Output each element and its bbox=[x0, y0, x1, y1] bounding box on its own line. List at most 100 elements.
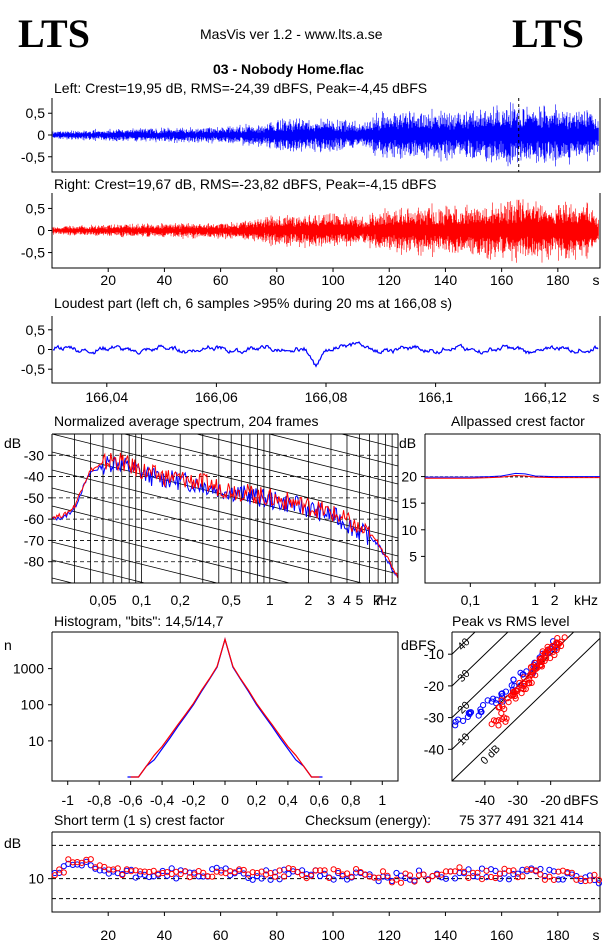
histogram-frame bbox=[51, 632, 399, 782]
histogram-x-tick-label-6: 0,2 bbox=[247, 792, 267, 808]
short-crest-point-1-1066 bbox=[348, 873, 355, 880]
peak-rms-point-0-2-2 bbox=[466, 709, 473, 716]
histogram-y-tick-label-0: 1000 bbox=[13, 661, 44, 677]
peak-rms-point-1-0-4 bbox=[495, 717, 502, 724]
spectrum-x-unit: kHz bbox=[373, 592, 397, 608]
short-crest-x-tick-label-3: 80 bbox=[269, 927, 285, 943]
histogram-y-tick-label-2: 10 bbox=[28, 733, 44, 749]
short-crest-point-0-1402 bbox=[442, 875, 450, 882]
loudest-x-tick-label-4: 166,12 bbox=[524, 389, 567, 405]
short-crest-y-tick-label-0: 10 bbox=[28, 871, 44, 887]
allpass-x-unit: kHz bbox=[574, 592, 598, 608]
short-crest-point-0-122 bbox=[83, 858, 90, 866]
loudest-signal bbox=[52, 341, 599, 368]
short-crest-point-1-970 bbox=[321, 867, 328, 874]
short-crest-point-1-1306 bbox=[415, 872, 423, 879]
allpass-x-tick-label-2: 2 bbox=[551, 592, 559, 608]
short-crest-point-1-506 bbox=[191, 871, 198, 878]
short-crest-point-0-1578 bbox=[492, 867, 499, 875]
peak-rms-point-1-16-3 bbox=[549, 649, 557, 656]
peak-rms-point-1-13-0 bbox=[536, 658, 544, 665]
short-crest-point-0-1162 bbox=[375, 878, 382, 885]
waveform-right-x-tick-label-5: 120 bbox=[378, 272, 402, 288]
short-crest-point-1-1530 bbox=[478, 876, 486, 883]
waveform-right-x-tick-label-6: 140 bbox=[434, 272, 458, 288]
waveform-right-x-tick-label-2: 60 bbox=[213, 272, 229, 288]
short-crest-point-1-1514 bbox=[474, 869, 481, 876]
short-crest-point-1-1322 bbox=[420, 871, 427, 878]
short-crest-x-tick-label-2: 60 bbox=[213, 927, 229, 943]
short-crest-point-0-538 bbox=[200, 873, 207, 880]
peak-rms-y-unit: dBFS bbox=[401, 637, 436, 653]
spectrum-y-tick-label-1: -40 bbox=[24, 469, 44, 485]
short-crest-point-1-1738 bbox=[537, 871, 544, 878]
short-crest-point-1-554 bbox=[204, 873, 211, 880]
short-crest-point-0-1482 bbox=[465, 866, 472, 873]
spectrum-slope-line-6 bbox=[52, 434, 398, 521]
short-crest-point-1-26 bbox=[56, 866, 63, 873]
spectrum-slope-line-3 bbox=[267, 434, 398, 467]
checksum-value: 75 377 491 321 414 bbox=[459, 812, 584, 828]
histogram-y-tick-label-1: 100 bbox=[21, 697, 45, 713]
waveform-left-signal bbox=[52, 102, 599, 167]
short-crest-point-1-1370 bbox=[433, 871, 441, 878]
short-crest-point-1-682 bbox=[240, 866, 247, 874]
short-crest-point-1-874 bbox=[294, 869, 301, 876]
short-crest-point-0-586 bbox=[213, 864, 220, 871]
peak-rms-crest-label-0: 40 bbox=[456, 636, 473, 653]
histogram-x-tick-label-3: -0,4 bbox=[150, 792, 174, 808]
spectrum-x-tick-label-6: 3 bbox=[327, 592, 335, 608]
short-crest-point-1-1482 bbox=[465, 874, 472, 882]
loudest-x-tick-label-0: 166,04 bbox=[85, 389, 128, 405]
spectrum-x-tick-label-5: 2 bbox=[304, 592, 312, 608]
short-crest-point-1-1402 bbox=[442, 868, 450, 875]
peak-rms-point-1-0-2 bbox=[495, 722, 502, 729]
short-crest-point-1-250 bbox=[119, 871, 126, 879]
peak-rms-point-0-7-1 bbox=[502, 688, 509, 695]
loudest-part-title: Loudest part (left ch, 6 samples >95% du… bbox=[54, 295, 453, 311]
short-crest-point-0-106 bbox=[78, 862, 85, 869]
peak-rms-crest-line-1 bbox=[452, 632, 509, 687]
short-crest-point-0-810 bbox=[276, 876, 283, 883]
peak-rms-point-1-14-3 bbox=[543, 655, 550, 662]
short-crest-point-1-922 bbox=[308, 872, 315, 879]
short-crest-point-1-58 bbox=[65, 856, 72, 863]
short-crest-point-0-1802 bbox=[555, 876, 562, 883]
spectrum-x-tick-label-0: 0,05 bbox=[89, 592, 116, 608]
short-crest-point-1-1850 bbox=[568, 869, 576, 876]
spectrum-y-tick-label-3: -60 bbox=[24, 511, 44, 527]
short-crest-point-0-1658 bbox=[514, 870, 522, 877]
short-crest-point-0-1866 bbox=[573, 873, 580, 880]
allpass-title: Allpassed crest factor bbox=[451, 413, 585, 429]
short-crest-point-1-458 bbox=[177, 870, 184, 878]
allpass-series-0 bbox=[425, 472, 600, 478]
peak-rms-point-1-18-0 bbox=[557, 638, 564, 645]
peak-rms-title: Peak vs RMS level bbox=[452, 613, 570, 629]
histogram-x-tick-label-10: 1 bbox=[378, 792, 386, 808]
short-crest-point-1-1914 bbox=[586, 877, 594, 884]
short-crest-point-0-714 bbox=[249, 876, 256, 883]
short-crest-point-1-1898 bbox=[582, 877, 589, 885]
short-crest-point-0-682 bbox=[240, 870, 247, 877]
short-crest-point-1-1754 bbox=[541, 876, 549, 883]
short-crest-point-0-970 bbox=[321, 870, 328, 878]
short-crest-point-1-1770 bbox=[546, 873, 553, 880]
short-crest-point-0-298 bbox=[132, 874, 139, 881]
short-crest-point-1-538 bbox=[200, 869, 207, 877]
spectrum-slope-line-5 bbox=[122, 434, 398, 503]
short-crest-point-1-282 bbox=[128, 868, 135, 875]
short-crest-point-0-1626 bbox=[505, 876, 512, 883]
short-crest-point-1-778 bbox=[267, 870, 274, 877]
spectrum-slope-line-9 bbox=[52, 487, 398, 575]
short-crest-point-1-1434 bbox=[451, 868, 459, 875]
short-crest-point-1-1162 bbox=[375, 874, 382, 881]
peak-rms-point-0-0-1 bbox=[452, 718, 459, 725]
short-crest-point-1-1338 bbox=[424, 877, 432, 884]
peak-rms-point-1-0-3 bbox=[490, 717, 498, 724]
allpass-y-tick-label-2: 10 bbox=[401, 522, 417, 538]
short-crest-point-0-1434 bbox=[451, 875, 459, 882]
short-crest-point-1-1722 bbox=[532, 867, 540, 874]
short-crest-point-0-1818 bbox=[559, 876, 567, 883]
spectrum-plot-area bbox=[52, 434, 398, 583]
spectrum-slope-line-8 bbox=[52, 469, 398, 557]
